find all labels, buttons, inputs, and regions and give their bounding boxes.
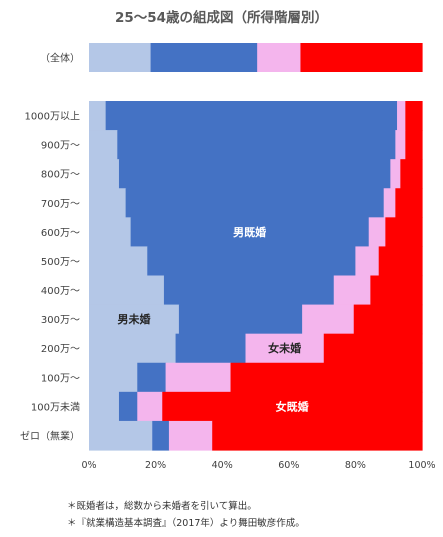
bar-segment-0-0 <box>89 43 152 72</box>
bar-segment-8-2 <box>302 304 355 335</box>
segment-annotation-2: 女未婚 <box>268 341 301 355</box>
bar-segment-5-1 <box>130 217 370 248</box>
bar-segment-0-3 <box>300 43 423 72</box>
bar-segment-9-0 <box>89 333 177 364</box>
footnote-source: ＊『就業構造基本調査』（2017年）より舞田敏彦作成。 <box>67 518 305 529</box>
bar-segment-4-0 <box>89 188 127 218</box>
x-tick-label-2: 40% <box>212 460 233 471</box>
category-label-5: 600万〜 <box>41 228 80 239</box>
category-label-0: （全体） <box>40 52 80 65</box>
bar-segment-7-2 <box>333 275 371 306</box>
bar-segment-4-3 <box>395 188 423 218</box>
category-label-10: 100万〜 <box>41 373 80 384</box>
bar-segment-1-2 <box>397 101 406 131</box>
bar-segment-11-2 <box>137 391 163 422</box>
bar-segment-1-3 <box>405 101 423 131</box>
category-label-8: 300万〜 <box>41 315 80 326</box>
bar-segment-11-1 <box>118 391 138 422</box>
bar-segment-12-3 <box>212 420 423 451</box>
bar-segment-3-1 <box>118 159 391 189</box>
category-labels: （全体） 1000万以上 900万〜 800万〜 700万〜 600万〜 500万〜 400万… <box>20 52 80 443</box>
bar-segment-11-3 <box>162 391 423 422</box>
bar-segment-8-0 <box>89 304 180 335</box>
bar-segment-2-0 <box>89 130 118 160</box>
bar-segment-9-3 <box>323 333 423 364</box>
category-label-2: 900万〜 <box>41 141 80 152</box>
category-label-12: ゼロ（無業） <box>20 429 80 442</box>
x-tick-label-5: 100% <box>408 460 435 471</box>
bar-segment-6-3 <box>378 246 423 277</box>
x-tick-label-1: 20% <box>145 460 166 471</box>
bar-segment-7-3 <box>370 275 423 306</box>
x-tick-label-0: 0% <box>81 460 96 471</box>
segment-annotation-1: 男未婚 <box>117 312 150 326</box>
category-label-3: 800万〜 <box>41 170 80 181</box>
bar-segment-3-2 <box>390 159 401 189</box>
bar-segment-7-1 <box>163 275 335 306</box>
footnote-method: ＊既婚者は，総数から未婚者を引いて算出。 <box>67 501 257 512</box>
bar-segment-10-2 <box>165 362 232 393</box>
bar-segment-1-0 <box>89 101 107 131</box>
bar-segment-6-1 <box>147 246 356 277</box>
bar-segment-0-2 <box>257 43 302 72</box>
bar-segment-2-1 <box>117 130 396 160</box>
bar-segment-9-2 <box>245 333 325 364</box>
bar-segment-10-3 <box>230 362 423 393</box>
bar-segment-12-0 <box>89 420 153 451</box>
bar-segment-1-1 <box>105 101 398 131</box>
bar-segment-12-2 <box>168 420 213 451</box>
bar-segment-3-3 <box>400 159 423 189</box>
bar-segment-7-0 <box>89 275 165 306</box>
segment-annotation-3: 女既婚 <box>276 399 309 413</box>
bar-segment-4-1 <box>125 188 385 218</box>
bars-layer <box>89 43 423 451</box>
x-tick-label-4: 80% <box>345 460 366 471</box>
bar-segment-8-1 <box>178 304 303 335</box>
x-tick-labels: 0% 20% 40% 60% 80% 100% <box>81 460 435 471</box>
chart-title: 25〜54歳の組成図（所得階層別） <box>114 10 329 26</box>
segment-annotation-0: 男既婚 <box>233 225 266 239</box>
bar-segment-9-1 <box>175 333 247 364</box>
bar-segment-0-1 <box>150 43 258 72</box>
bar-segment-10-1 <box>137 362 167 393</box>
bar-segment-5-2 <box>368 217 386 248</box>
bar-segment-12-1 <box>152 420 170 451</box>
category-label-7: 400万〜 <box>41 286 80 297</box>
bar-segment-4-2 <box>383 188 396 218</box>
category-label-9: 200万〜 <box>41 344 80 355</box>
bar-segment-8-3 <box>353 304 423 335</box>
category-label-11: 100万未満 <box>31 401 80 413</box>
category-label-1: 1000万以上 <box>25 111 80 123</box>
bar-segment-2-3 <box>405 130 423 160</box>
bar-segment-5-0 <box>89 217 132 248</box>
x-tick-label-3: 60% <box>278 460 299 471</box>
bar-segment-2-2 <box>395 130 406 160</box>
category-label-6: 500万〜 <box>41 257 80 268</box>
bar-segment-5-3 <box>385 217 423 248</box>
bar-segment-10-0 <box>89 362 138 393</box>
bar-segment-6-2 <box>355 246 380 277</box>
bar-segment-6-0 <box>89 246 148 277</box>
category-label-4: 700万〜 <box>41 199 80 210</box>
bar-segment-3-0 <box>89 159 120 189</box>
bar-segment-11-0 <box>89 391 120 422</box>
